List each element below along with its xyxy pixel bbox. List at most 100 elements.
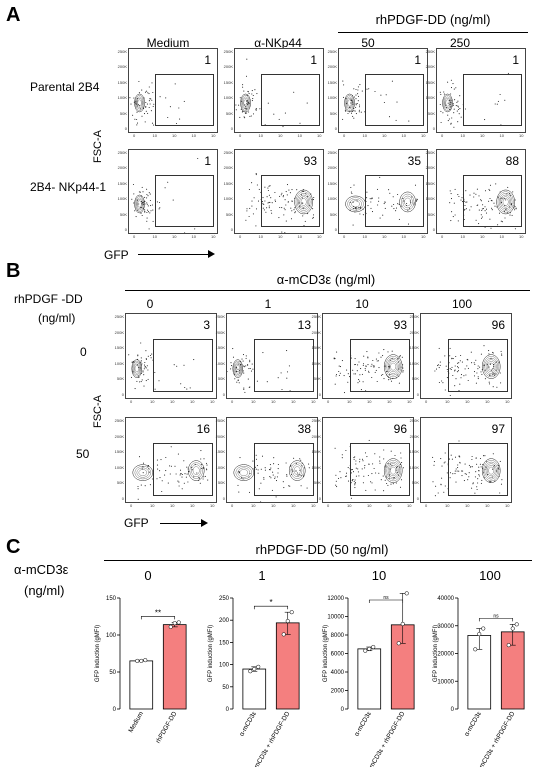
x-tick-label: 10	[367, 399, 372, 404]
x-tick-label: 10	[421, 234, 426, 239]
y-tick-label: 0	[121, 392, 124, 397]
x-tick-label: 10	[278, 133, 283, 138]
y-tick-label: 250K	[223, 49, 233, 54]
panel-a-row-label: Parental 2B4	[30, 80, 100, 94]
facs-plot: 1 250K 200K 150K 100K 50K 0 0 10 10 10 10	[118, 149, 218, 239]
x-tick-label: 0	[441, 133, 444, 138]
x-tick-label: 10	[191, 133, 196, 138]
data-point	[510, 626, 515, 631]
y-axis-label: GFP induction (gMFI)	[433, 625, 439, 682]
panel-a-group-header: rhPDGF-DD (ng/ml)	[375, 12, 491, 27]
gate-percentage: 13	[297, 318, 311, 332]
x-tick-label: 10	[311, 503, 316, 508]
gate-percentage: 1	[204, 53, 211, 67]
panel-c-col-label: 10	[371, 568, 387, 583]
facs-plot: 97 250K 200K 150K 100K 50K 0 0 10 10 10 10	[410, 417, 512, 508]
y-tick-label: 50K	[427, 211, 435, 217]
data-point	[135, 658, 140, 663]
category-label: rhPDGF-DD	[155, 710, 179, 744]
gate-rectangle	[155, 73, 214, 126]
facs-plot: 93 250K 200K 150K 100K 50K 0 0 10 10 10 10	[312, 313, 414, 404]
y-tick-label: 200K	[114, 329, 124, 335]
x-tick-label: 10	[382, 133, 387, 138]
x-tick-label: 10	[382, 234, 387, 239]
y-tick-label: 200K	[215, 433, 225, 439]
gate-rectangle	[261, 174, 320, 227]
x-tick-label: 0	[327, 503, 330, 508]
y-tick-label: 100K	[311, 360, 321, 366]
panel-a-col-label: 250	[449, 36, 471, 50]
gate-percentage: 16	[196, 422, 210, 436]
y-tick-label: 100K	[114, 360, 124, 366]
y-tick-label: 150K	[311, 345, 321, 351]
gate-rectangle	[153, 443, 213, 496]
x-tick-label: 10	[480, 133, 485, 138]
y-tick-label: 50	[109, 670, 116, 676]
panel-c-group-line	[104, 560, 532, 561]
x-tick-label: 10	[505, 503, 510, 508]
bar-chart-0: 0 50 100 150 GFP induction (gMFI) Medium rhPDG…	[95, 596, 187, 745]
y-tick-label: 200K	[215, 329, 225, 335]
x-tick-label: 10	[297, 133, 302, 138]
bar	[357, 648, 382, 710]
data-point	[473, 647, 478, 652]
bar	[275, 622, 300, 710]
gate-percentage: 96	[491, 318, 505, 332]
significance-label: ns	[493, 613, 499, 619]
y-tick-label: 50K	[217, 376, 225, 382]
data-point	[256, 664, 261, 669]
y-tick-label: 100	[219, 663, 230, 669]
data-point	[176, 620, 181, 625]
x-tick-label: 10	[499, 234, 504, 239]
y-tick-label: 50K	[313, 480, 321, 486]
x-tick-label: 10	[172, 234, 177, 239]
y-tick-label: 150K	[409, 345, 419, 351]
gate-percentage: 93	[393, 318, 407, 332]
panel-c-row-header-units: (ng/ml)	[24, 583, 65, 598]
panel-b-col-label: 10	[355, 297, 369, 311]
gate-rectangle	[153, 339, 213, 392]
facs-plot: 93 250K 200K 150K 100K 50K 0 0 10 10 10 10	[224, 149, 324, 239]
bar	[162, 624, 187, 710]
y-tick-label: 100K	[409, 360, 419, 366]
data-point	[506, 643, 511, 648]
y-tick-label: 40000	[437, 596, 454, 602]
x-tick-label: 10	[210, 503, 215, 508]
data-point	[400, 621, 405, 626]
x-tick-label: 10	[190, 399, 195, 404]
y-tick-label: 100K	[409, 464, 419, 470]
y-tick-label: 250K	[117, 150, 127, 155]
gate-percentage: 35	[407, 154, 421, 168]
x-tick-label: 10	[480, 234, 485, 239]
data-point	[514, 622, 519, 627]
category-label: α-mCD3ε	[463, 710, 483, 737]
significance-label: *	[269, 598, 272, 607]
data-point	[404, 591, 409, 596]
y-tick-label: 150K	[425, 79, 435, 85]
x-tick-label: 10	[211, 133, 216, 138]
y-tick-label: 50K	[411, 376, 419, 382]
y-tick-label: 50K	[313, 376, 321, 382]
x-tick-label: 10	[347, 503, 352, 508]
y-tick-label: 250K	[327, 49, 337, 54]
y-axis-label: GFP induction (gMFI)	[208, 625, 214, 682]
y-tick-label: 150K	[215, 345, 225, 351]
y-tick-label: 100K	[117, 196, 127, 202]
category-label: α-mCD3ε + rhPDGF-DD	[250, 710, 291, 767]
panel-c-col-label: 1	[258, 568, 266, 583]
y-tick-label: 250K	[327, 150, 337, 155]
x-tick-label: 10	[258, 133, 263, 138]
x-tick-label: 10	[401, 234, 406, 239]
gate-percentage: 97	[491, 422, 505, 436]
panel-c-col-label: 0	[144, 568, 152, 583]
y-tick-label: 200K	[223, 165, 233, 171]
panel-a-letter: A	[6, 4, 21, 26]
x-tick-label: 10	[150, 503, 155, 508]
y-tick-label: 6000	[331, 652, 345, 658]
x-tick-label: 10	[362, 133, 367, 138]
gate-percentage: 3	[203, 318, 210, 332]
y-tick-label: 100K	[223, 95, 233, 101]
y-tick-label: 50K	[329, 110, 337, 116]
panel-b-row-header: rhPDGF -DD	[14, 292, 83, 306]
x-tick-label: 10	[271, 503, 276, 508]
